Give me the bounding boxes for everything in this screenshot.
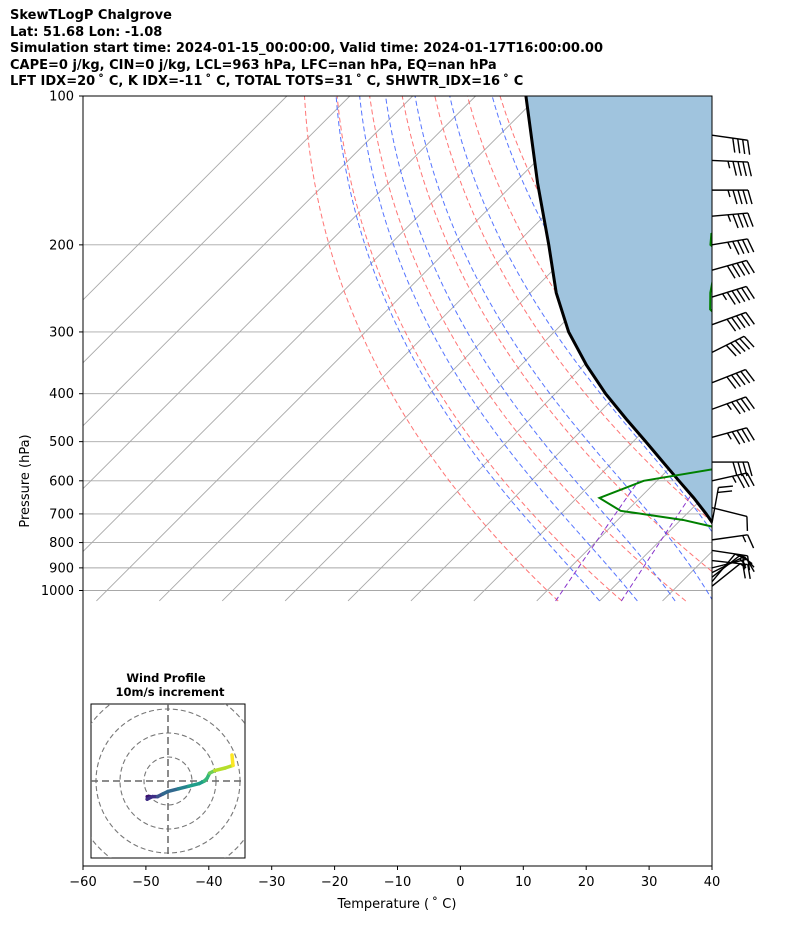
isotherm <box>83 96 539 553</box>
hodograph-segment <box>166 787 181 794</box>
isotherm <box>83 96 476 490</box>
y-tick-label: 200 <box>49 238 74 253</box>
wind-barb <box>711 238 755 255</box>
wind-barb <box>711 559 751 580</box>
mixing-ratio-line <box>620 480 702 602</box>
dry-adiabat <box>728 96 794 601</box>
wind-barb <box>711 485 733 524</box>
y-tick-label: 400 <box>49 387 74 402</box>
dry-adiabat <box>761 96 794 601</box>
index-parameters: LFT IDX=20 ˚ C, K IDX=-11 ˚ C, TOTAL TOT… <box>10 74 524 89</box>
wind-barb <box>711 134 751 155</box>
moist-adiabat <box>449 96 712 533</box>
isotherm <box>788 96 794 601</box>
wind-barb <box>712 189 753 205</box>
simulation-times: Simulation start time: 2024-01-15_00:00:… <box>10 41 603 56</box>
wind-barb <box>711 506 749 531</box>
hodograph-title: Wind Profile <box>126 671 206 685</box>
isotherm <box>83 96 351 364</box>
stability-parameters: CAPE=0 j/kg, CIN=0 j/kg, LCL=963 hPa, LF… <box>10 57 497 73</box>
isotherm <box>83 96 414 427</box>
wind-barb <box>711 472 755 489</box>
y-axis-ticks: 1000 900 800 700 600 500 400 300 200 100 <box>41 90 83 599</box>
isotherm <box>96 96 602 602</box>
x-tick-label: 30 <box>641 875 658 890</box>
hodograph-segment <box>213 766 227 773</box>
x-tick-label: −60 <box>69 875 96 890</box>
wind-barb <box>711 311 755 332</box>
x-tick-label: −20 <box>321 875 348 890</box>
x-tick-label: −50 <box>132 875 159 890</box>
isotherm <box>473 362 712 602</box>
isotherm <box>599 487 712 602</box>
wind-barb <box>711 368 755 389</box>
chart-title-block: SkewTLogP Chalgrove Lat: 51.68 Lon: -1.0… <box>10 8 603 91</box>
x-tick-label: −40 <box>195 875 222 890</box>
station-title: SkewTLogP Chalgrove <box>10 8 172 23</box>
location-coordinates: Lat: 51.68 Lon: -1.08 <box>10 24 163 40</box>
parcel-profile-line <box>524 96 712 525</box>
hodograph-trace <box>145 753 235 801</box>
cin-shaded-area <box>525 96 712 523</box>
y-axis-label: Pressure (hPa) <box>18 434 33 527</box>
y-tick-label: 700 <box>49 507 74 522</box>
x-axis-label: Temperature ( ˚ C) <box>337 896 457 912</box>
hodograph-inset: Wind Profile 10m/s increment <box>90 671 246 859</box>
y-tick-label: 900 <box>49 561 74 576</box>
hodograph-subtitle: 10m/s increment <box>116 685 225 699</box>
dry-adiabat <box>336 96 623 602</box>
wind-barb <box>711 212 754 229</box>
x-tick-label: 40 <box>704 875 721 890</box>
wind-barb <box>711 534 755 549</box>
wind-barbs <box>711 134 755 587</box>
wind-barb <box>711 427 755 445</box>
mixing-ratio-lines <box>555 480 702 602</box>
wind-barb <box>712 461 753 477</box>
temperature-line <box>750 96 794 587</box>
mixing-ratio-line <box>555 480 639 602</box>
moist-adiabat <box>713 96 794 601</box>
hodograph-segment <box>187 781 201 788</box>
moist-adiabat <box>385 96 676 602</box>
pressure-gridlines <box>83 96 712 591</box>
y-tick-label: 800 <box>49 536 74 551</box>
dry-adiabat <box>401 96 712 573</box>
x-tick-label: 0 <box>456 875 464 890</box>
dry-adiabat <box>369 96 687 602</box>
hodograph-segment <box>230 753 235 768</box>
x-tick-label: −30 <box>258 875 285 890</box>
dry-adiabat <box>434 96 712 523</box>
isotherm <box>536 425 712 602</box>
profile-layer <box>524 96 794 587</box>
isotherm <box>83 96 288 301</box>
y-tick-label: 600 <box>49 474 74 489</box>
y-tick-label: 100 <box>49 90 74 105</box>
wind-barb <box>711 549 751 571</box>
moist-adiabat <box>359 96 638 602</box>
x-tick-label: 10 <box>515 875 532 890</box>
wind-barb <box>711 335 755 357</box>
x-tick-label: 20 <box>578 875 595 890</box>
y-tick-label: 1000 <box>41 584 74 599</box>
dry-adiabat <box>303 96 559 602</box>
wind-barb <box>711 396 755 415</box>
y-tick-label: 500 <box>49 435 74 450</box>
moist-adiabat <box>335 96 600 602</box>
y-tick-label: 300 <box>49 325 74 340</box>
hodograph-segment <box>176 784 191 791</box>
moist-adiabat <box>414 96 712 601</box>
x-tick-label: −10 <box>384 875 411 890</box>
x-axis-ticks: −60 −50 −40 −30 −20 −10 0 10 20 30 40 <box>69 866 720 890</box>
wind-barb <box>711 159 753 177</box>
wind-barb <box>711 285 755 305</box>
wind-barb <box>711 259 755 279</box>
